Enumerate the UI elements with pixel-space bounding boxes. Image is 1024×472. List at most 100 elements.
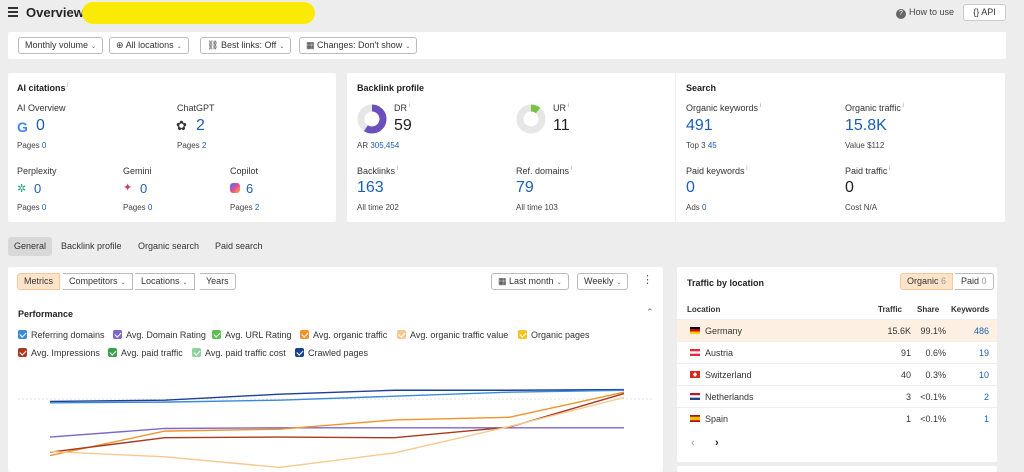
col-location: Location <box>687 305 721 314</box>
copilot-value[interactable]: 6 <box>246 181 254 196</box>
country-name: Germany <box>705 326 743 336</box>
redaction-mark <box>82 2 315 24</box>
legend-avg-paid-traffic-cost[interactable]: Avg. paid traffic cost <box>192 348 286 358</box>
ai-citations-card: AI citations i AI Overview G 0 Pages 0 C… <box>8 73 336 222</box>
country-name: Austria <box>705 348 734 358</box>
calendar-icon: ▦ <box>306 40 315 50</box>
ads-link[interactable]: 0 <box>702 203 707 212</box>
country-name: Switzerland <box>705 370 752 380</box>
more-options-icon[interactable]: ⋮ <box>642 274 653 286</box>
keywords-link: 486 <box>973 326 989 336</box>
gauge-fill <box>357 104 387 134</box>
paid-keywords-value[interactable]: 0 <box>686 179 695 196</box>
chatgpt-value[interactable]: 2 <box>196 117 205 134</box>
tab-organic-search[interactable]: Organic search <box>138 241 200 251</box>
best-links-dropdown[interactable]: ⛓ Best links: Off ⌄ <box>200 37 292 54</box>
checkbox-icon[interactable] <box>192 348 201 357</box>
perplexity-pages-link[interactable]: 0 <box>41 203 47 212</box>
col-traffic: Traffic <box>878 305 903 314</box>
api-button[interactable]: {} API <box>963 4 1006 21</box>
flag-germany-icon <box>690 327 700 334</box>
copilot-pages-link[interactable]: 2 <box>254 203 260 212</box>
chatgpt-pages-link[interactable]: 2 <box>201 141 207 150</box>
toggle-organic[interactable]: Organic 6 <box>900 273 954 290</box>
legend-avg-domain-rating[interactable]: Avg. Domain Rating <box>113 330 206 340</box>
legend-avg-organic-traffic[interactable]: Avg. organic traffic <box>300 330 387 340</box>
legend-referring-domains[interactable]: Referring domains <box>18 330 105 340</box>
gemini-pages-link[interactable]: 0 <box>147 203 153 212</box>
share-value: 99.1% <box>920 326 946 336</box>
table-row[interactable]: Spain 1 <0.1% 1 <box>677 407 997 429</box>
ai-overview-pages: Pages 0 <box>17 141 47 150</box>
series-line-avg-organic-traffic <box>49 391 625 457</box>
legend-avg-url-rating[interactable]: Avg. URL Rating <box>212 330 292 340</box>
segment-years[interactable]: Years <box>200 273 236 290</box>
checkbox-icon[interactable] <box>212 330 221 339</box>
top3-link[interactable]: 45 <box>707 141 717 150</box>
table-row[interactable]: Austria 91 0.6% 19 <box>677 341 997 363</box>
ref-domains-value[interactable]: 79 <box>516 179 534 196</box>
segment-locations[interactable]: Locations ⌄ <box>135 273 195 290</box>
chatgpt-icon: ✿ <box>176 118 187 133</box>
table-row[interactable]: Switzerland 40 0.3% 10 <box>677 363 997 385</box>
next-page-icon[interactable]: › <box>715 437 719 449</box>
ar-link[interactable]: 305,454 <box>370 141 400 150</box>
series-line-avg-organic-traffic-value <box>49 396 625 469</box>
volume-dropdown[interactable]: Monthly volume ⌄ <box>18 37 104 54</box>
col-keywords: Keywords <box>951 305 990 314</box>
checkbox-icon[interactable] <box>113 330 122 339</box>
organic-keywords-value[interactable]: 491 <box>686 117 713 134</box>
filter-bar: Monthly volume ⌄ ⊕ All locations ⌄ ⛓ Best … <box>8 32 1006 59</box>
checkbox-icon[interactable] <box>18 330 27 339</box>
granularity-dropdown[interactable]: Weekly ⌄ <box>577 273 629 290</box>
legend-avg-paid-traffic[interactable]: Avg. paid traffic <box>108 348 183 358</box>
chevron-down-icon: ⌄ <box>182 280 188 286</box>
prev-page-icon[interactable]: ‹ <box>691 437 695 449</box>
changes-dropdown[interactable]: ▦ Changes: Don't show ⌄ <box>299 37 418 54</box>
legend-crawled-pages[interactable]: Crawled pages <box>295 348 368 358</box>
ai-overview-value[interactable]: 0 <box>36 117 45 134</box>
series-line-avg-domain-rating <box>49 427 624 438</box>
tab-paid-search[interactable]: Paid search <box>215 241 263 251</box>
how-to-use-link[interactable]: ? How to use <box>896 7 954 19</box>
link-icon: ⛓ <box>207 40 219 50</box>
checkbox-icon[interactable] <box>108 348 117 357</box>
table-row[interactable]: Netherlands 3 <0.1% 2 <box>677 385 997 407</box>
segment-metrics[interactable]: Metrics <box>17 273 60 290</box>
chevron-down-icon: ⌄ <box>120 280 126 286</box>
tab-backlink-profile[interactable]: Backlink profile <box>61 241 122 251</box>
chevron-down-icon: ⌄ <box>405 44 411 50</box>
ai-overview-pages-link[interactable]: 0 <box>41 141 47 150</box>
checkbox-icon[interactable] <box>397 330 406 339</box>
checkbox-icon[interactable] <box>295 348 304 357</box>
code-braces-icon: {} <box>973 7 980 17</box>
gemini-value[interactable]: 0 <box>140 181 148 196</box>
segment-competitors[interactable]: Competitors ⌄ <box>63 273 133 290</box>
checkbox-icon[interactable] <box>518 330 527 339</box>
checkbox-icon[interactable] <box>18 348 27 357</box>
checkbox-icon[interactable] <box>300 330 309 339</box>
legend-avg-organic-traffic-value[interactable]: Avg. organic traffic value <box>397 330 508 340</box>
table-row[interactable]: Germany 15.6K 99.1% 486 <box>677 319 997 341</box>
period-dropdown[interactable]: ▦ Last month ⌄ <box>491 273 569 290</box>
perplexity-value[interactable]: 0 <box>34 181 42 196</box>
series-line-crawled-pages <box>49 388 625 403</box>
menu-icon[interactable] <box>8 7 18 17</box>
locations-dropdown[interactable]: ⊕ All locations ⌄ <box>109 37 189 54</box>
share-value: <0.1% <box>920 414 946 424</box>
legend-avg-impressions[interactable]: Avg. Impressions <box>18 348 100 358</box>
backlinks-value[interactable]: 163 <box>357 179 384 196</box>
backlinks-all-time: All time 202 <box>357 203 399 212</box>
tab-general[interactable]: General <box>8 237 53 256</box>
legend-organic-pages[interactable]: Organic pages <box>518 330 590 340</box>
organic-traffic-value[interactable]: 15.8K <box>845 117 887 134</box>
flag-austria-icon <box>690 349 700 356</box>
backlink-profile-title: Backlink profile <box>357 83 425 93</box>
gemini-icon: ✦ <box>123 182 133 194</box>
api-label: API <box>981 7 996 17</box>
ur-value: 11 <box>553 117 570 134</box>
collapse-icon[interactable]: ⌃ <box>646 307 654 317</box>
organic-traffic-value-usd: Value $112 <box>845 141 885 150</box>
toggle-paid[interactable]: Paid 0 <box>955 273 994 290</box>
how-to-use-label: How to use <box>909 7 955 17</box>
